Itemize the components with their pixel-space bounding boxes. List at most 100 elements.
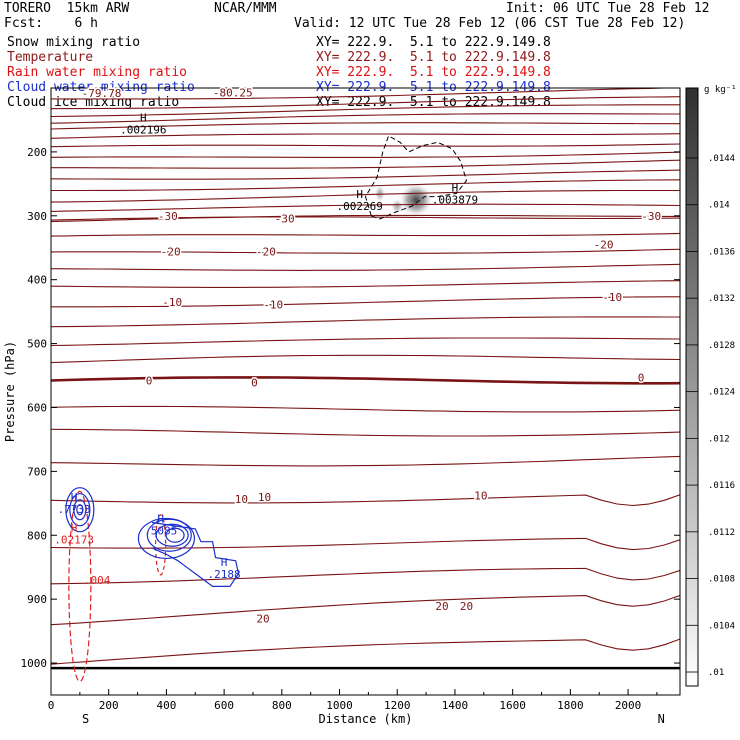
temperature-isotherm [51, 151, 680, 158]
x-tick-label: 0 [48, 699, 55, 712]
colorbar-label: .0116 [708, 481, 735, 491]
temperature-isotherm [51, 88, 680, 100]
temperature-isotherm [51, 405, 680, 413]
temperature-isotherm [51, 354, 680, 364]
forecast-hour: Fcst: 6 h [4, 16, 98, 31]
maximum-value: .02173 [54, 534, 94, 547]
colorbar-label: .0128 [708, 341, 735, 351]
temperature-isotherm [51, 316, 680, 328]
cloud-water-contour [165, 527, 185, 543]
cloud-water-contour [73, 499, 87, 521]
x-tick-label: 1400 [442, 699, 469, 712]
legend-xy-temperature: XY= 222.9. 5.1 to 222.9.149.8 [316, 50, 551, 65]
cloud-ice-contour [364, 135, 468, 220]
x-tick-label: 800 [272, 699, 292, 712]
legend-name-temperature: Temperature [7, 50, 94, 65]
isotherm-label: -10 [602, 291, 622, 304]
maximum-marker: H [71, 522, 78, 535]
init-time: Init: 06 UTC Tue 28 Feb 12 [506, 1, 710, 16]
temperature-isotherm [51, 296, 680, 308]
temperature-isotherm [51, 104, 680, 118]
maximum-value: .2188 [208, 568, 241, 581]
temperature-isotherm [51, 169, 680, 180]
isotherm-label: 10 [235, 493, 248, 506]
rain-contour [68, 490, 92, 682]
x-tick-label: 200 [99, 699, 119, 712]
colorbar-label: .0132 [708, 294, 735, 304]
x-tick-label: 1200 [384, 699, 411, 712]
isotherm-label: -20 [256, 246, 276, 259]
snow-shading [399, 183, 432, 216]
legend-xy-snow: XY= 222.9. 5.1 to 222.9.149.8 [316, 35, 551, 50]
snow-shading [391, 199, 404, 214]
isotherm-label: -30 [275, 212, 295, 225]
colorbar-label: .0112 [708, 528, 735, 538]
temperature-isotherm [51, 376, 680, 385]
legend-name-snow: Snow mixing ratio [7, 35, 141, 50]
temperature-isotherm [51, 143, 680, 148]
maximum-value: .002269 [337, 200, 383, 213]
maximum-marker: H [157, 513, 164, 526]
maximum-value: .5085 [144, 525, 177, 538]
temperature-isotherm [51, 232, 680, 237]
temperature-isotherm [51, 337, 680, 347]
x-end-label-left: S [82, 712, 89, 726]
x-tick-label: 600 [214, 699, 234, 712]
valid-time: Valid: 12 UTC Tue 28 Feb 12 (06 CST Tue … [294, 16, 686, 31]
temperature-isotherm [51, 594, 680, 626]
isotherm-label: 20 [435, 600, 448, 613]
temperature-isotherm [51, 494, 680, 507]
plot-frame [50, 87, 681, 696]
isotherm-label: -20 [161, 246, 181, 259]
x-tick-label: 2000 [615, 699, 642, 712]
isotherm-label: -10 [263, 299, 283, 312]
isotherm-label: -30 [641, 210, 661, 223]
cloud-water-contour [65, 487, 95, 533]
maximum-marker: H [356, 188, 363, 201]
y-tick-label: 300 [27, 210, 47, 223]
colorbar-label: .014 [708, 201, 730, 211]
isotherm-label: 0 [146, 375, 153, 388]
colorbar-label: .0136 [708, 247, 735, 257]
maximum-marker: H [221, 556, 228, 569]
y-tick-label: 400 [27, 274, 47, 287]
x-tick-label: 1000 [326, 699, 353, 712]
y-tick-label: 1000 [21, 657, 48, 670]
isotherm-label: -20 [594, 239, 614, 252]
colorbar-label: .0108 [708, 575, 735, 585]
y-tick-label: 500 [27, 338, 47, 351]
temperature-isotherm [51, 263, 680, 271]
temperature-isotherm [51, 159, 680, 169]
temperature-isotherm [51, 216, 680, 221]
temperature-isotherm [51, 122, 680, 130]
temperature-isotherm [51, 179, 680, 192]
colorbar-label: .0144 [708, 154, 735, 164]
cloud-water-contour [146, 518, 192, 552]
maximum-marker: H [140, 111, 147, 124]
y-tick-label: 700 [27, 465, 47, 478]
maximum-value: .003879 [432, 194, 478, 207]
temperature-isotherm [51, 133, 680, 139]
maximum-value: .7733 [58, 503, 91, 516]
colorbar [685, 87, 699, 687]
cloud-water-contour [69, 493, 91, 527]
isotherm-label: -30 [158, 210, 178, 223]
x-axis-label: Distance (km) [319, 712, 413, 726]
temperature-isotherm [51, 248, 680, 254]
colorbar-unit: g kg⁻¹ [704, 85, 737, 95]
legend-xy-cloud-ice: XY= 222.9. 5.1 to 222.9.149.8 [316, 95, 551, 110]
maximum-marker: H [71, 491, 78, 504]
cloud-water-contour [76, 504, 84, 516]
x-end-label-right: N [658, 712, 665, 726]
isotherm-label: -80.25 [213, 86, 253, 99]
y-tick-label: 800 [27, 529, 47, 542]
isotherm-label: 20 [460, 600, 473, 613]
x-tick-label: 1800 [557, 699, 584, 712]
temperature-isotherm [51, 96, 680, 110]
isotherm-label: 0 [638, 371, 645, 384]
temperature-isotherm [51, 428, 680, 437]
y-tick-label: 900 [27, 593, 47, 606]
maximum-value: .004 [84, 574, 111, 587]
